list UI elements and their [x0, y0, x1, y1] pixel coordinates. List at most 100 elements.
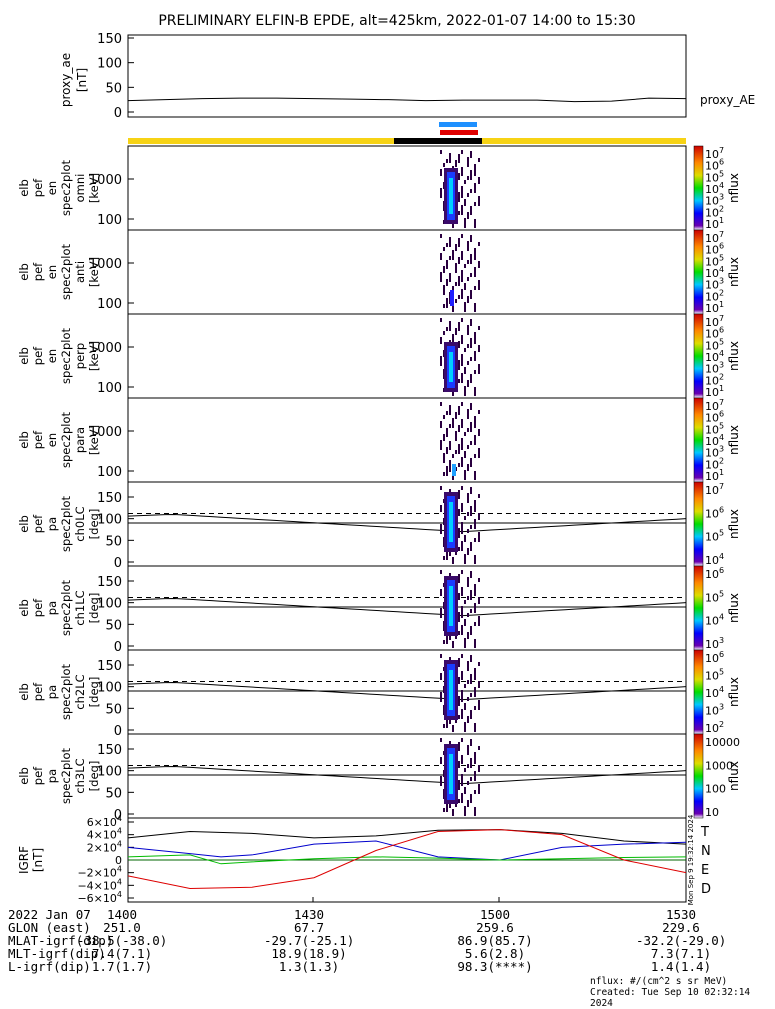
proxy-ae-ytick: 0 — [114, 106, 122, 121]
igrf-legend-T: T — [700, 825, 709, 840]
spectrogram-streak — [455, 160, 457, 167]
panel-ylabel-anti: [keV] — [87, 257, 101, 287]
panel-ylabel-ch0LC: elb — [17, 515, 31, 533]
spectrogram-streak — [467, 212, 469, 219]
panel-ylabel-anti: spec2plot — [59, 243, 73, 300]
spectrogram-core-cyan — [449, 178, 453, 214]
spectrogram-streak — [464, 302, 466, 312]
spectrogram-streak — [461, 188, 463, 198]
spectrogram-streak — [478, 242, 480, 246]
panel-ylabel-perp: spec2plot — [59, 327, 73, 384]
spectrogram-streak — [452, 250, 454, 260]
proxy-ae-ytick: 100 — [97, 57, 122, 72]
spectrogram-streak — [461, 150, 463, 154]
ytick-ch3LC: 150 — [97, 743, 122, 758]
spectrogram-streak — [467, 325, 469, 335]
spectrogram-streak — [449, 321, 451, 331]
footer-row-label: 2022 Jan 07 — [8, 907, 91, 922]
colorbar-tick-para: 105 — [705, 421, 724, 436]
spectrogram-streak — [470, 544, 472, 551]
spectrogram-streak — [455, 282, 457, 286]
spectrogram-streak — [458, 257, 460, 264]
spectrogram-streak — [449, 405, 451, 415]
spectrogram-streak — [478, 326, 480, 330]
spectrogram-streak — [470, 170, 472, 180]
spectrogram-streak — [464, 367, 466, 374]
colorbar-perp — [693, 313, 704, 399]
spectrogram-streak — [440, 150, 442, 154]
colorbar-tick-ch1LC: 103 — [705, 636, 724, 651]
proxy-ae-frame — [127, 34, 687, 118]
proxy-ae-ylabel-unit: [nT] — [75, 68, 89, 92]
spectrogram-streak — [470, 357, 472, 361]
spectrogram-streak — [440, 608, 442, 618]
spectrogram-streak — [452, 454, 454, 458]
spectrogram-streak — [464, 684, 466, 688]
spectrogram-streak — [464, 619, 466, 626]
spectrogram-streak — [478, 158, 480, 162]
colorbar-tick-omni: 106 — [705, 158, 724, 173]
colorbar-tick-ch3LC: 10 — [705, 806, 719, 819]
colorbar-tick-perp: 101 — [705, 384, 724, 399]
spectrogram-streak — [470, 571, 472, 578]
spectrogram-streak — [474, 586, 476, 596]
igrf-ytick: 4×104 — [87, 827, 122, 842]
spectrogram-streak — [478, 597, 480, 604]
spectrogram-streak — [458, 528, 460, 538]
spectrogram-streak — [467, 512, 469, 516]
spectrogram-streak — [446, 411, 448, 415]
spectrogram-streak — [449, 462, 451, 472]
colorbar-ch3LC — [693, 733, 704, 819]
colorbar-tick-ch2LC: 104 — [705, 685, 724, 700]
panel-ylabel-perp: perp — [73, 343, 87, 369]
colorbar-tick-anti: 104 — [705, 265, 724, 280]
igrf-ytick: 6×104 — [87, 814, 122, 829]
spectrogram-streak — [467, 632, 469, 639]
spectrogram-streak — [474, 687, 476, 697]
spectrogram-streak — [443, 331, 445, 335]
spectrogram-streak — [440, 234, 442, 238]
spectrogram-streak — [474, 473, 476, 480]
spectrogram-streak — [455, 299, 457, 303]
colorbar-ch0LC — [693, 481, 704, 567]
spectrogram-streak — [458, 324, 460, 331]
colorbar-label-ch1LC: nflux — [727, 593, 741, 623]
spectrogram-streak — [458, 463, 460, 467]
spectrogram-core-blue — [450, 290, 454, 306]
spectrogram-streak — [461, 673, 463, 680]
spectrogram-streak — [470, 151, 472, 158]
spectrogram-streak — [478, 746, 480, 750]
panel-ylabel-omni: omni — [73, 174, 87, 203]
igrf-line-N — [127, 840, 687, 861]
panel-frame-para — [127, 397, 687, 483]
spectrogram-streak — [478, 532, 480, 542]
spectrogram-streak — [461, 486, 463, 490]
spectrogram-streak — [443, 472, 445, 476]
spectrogram-streak — [478, 494, 480, 498]
colorbar-label-ch3LC: nflux — [727, 761, 741, 791]
spectrogram-streak — [449, 443, 451, 450]
spectrogram-streak — [461, 373, 463, 383]
spectrogram-streak — [467, 661, 469, 671]
panel-frame-anti — [127, 229, 687, 315]
panel-ylabel-ch3LC: spec2plot — [59, 747, 73, 804]
spectrogram-streak — [461, 505, 463, 512]
spectrogram-streak — [461, 253, 463, 260]
spectrogram-streak — [458, 509, 460, 516]
panel-ylabel-anti: en — [45, 265, 59, 279]
colorbar-tick-omni: 103 — [705, 193, 724, 208]
spectrogram-streak — [449, 153, 451, 163]
igrf-legend-E: E — [701, 863, 709, 878]
spectrogram-streak — [440, 188, 442, 198]
footer-value: -32.2(-29.0) — [636, 933, 727, 948]
spectrogram-streak — [455, 635, 457, 639]
panel-ylabel-perp: pef — [31, 346, 45, 365]
spectrogram-streak — [470, 441, 472, 445]
spectrogram-streak — [478, 177, 480, 184]
spectrogram-streak — [458, 425, 460, 432]
spectrogram-streak — [446, 243, 448, 247]
colorbar-para — [693, 397, 704, 483]
spectrogram-streak — [443, 556, 445, 560]
ytick-omni: 100 — [97, 213, 122, 228]
spectrogram-streak — [470, 422, 472, 432]
